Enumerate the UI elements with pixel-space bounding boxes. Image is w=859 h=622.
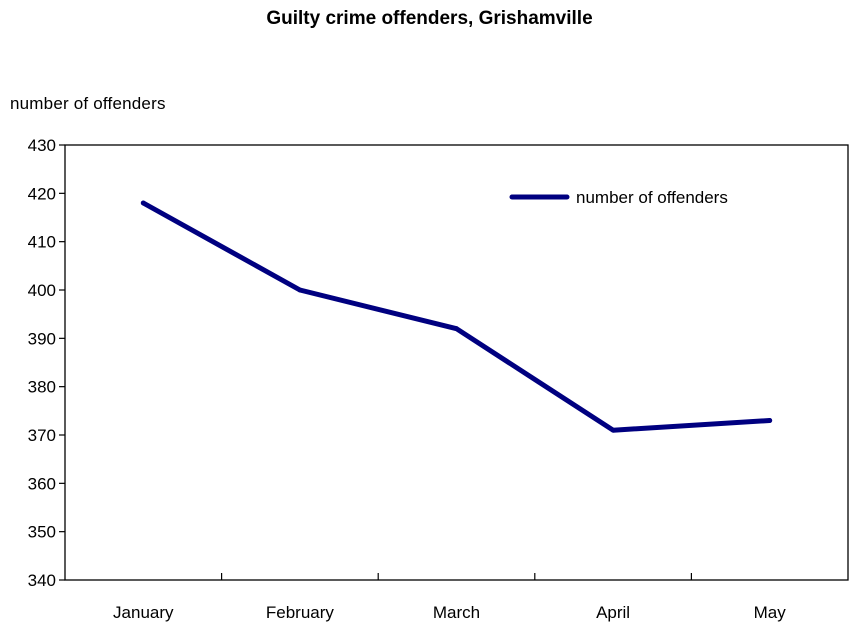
data-point [297, 287, 303, 293]
y-tick-label: 420 [28, 184, 56, 203]
data-point [610, 427, 616, 433]
y-tick-label: 400 [28, 281, 56, 300]
chart-axes [64, 144, 849, 581]
y-tick-label: 410 [28, 233, 56, 252]
chart-title: Guilty crime offenders, Grishamville [266, 8, 593, 29]
legend-label: number of offenders [576, 188, 728, 207]
chart-legend: number of offenders [509, 188, 728, 207]
x-tick-label: April [596, 603, 630, 622]
y-axis-ticks: 340 350 360 370 380 390 400 410 420 430 [28, 136, 65, 590]
x-tick-label: January [113, 603, 174, 622]
y-tick-label: 360 [28, 474, 56, 493]
plot-frame [64, 144, 849, 581]
chart-series [140, 200, 773, 433]
y-axis-label: number of offenders [10, 94, 166, 113]
y-tick-label: 380 [28, 378, 56, 397]
y-tick-label: 370 [28, 426, 56, 445]
y-tick-label: 350 [28, 523, 56, 542]
y-tick-label: 390 [28, 329, 56, 348]
series-line [140, 200, 773, 433]
x-tick-label: February [266, 603, 335, 622]
data-point [767, 418, 773, 423]
y-tick-label: 340 [28, 571, 56, 590]
x-tick-label: May [754, 603, 787, 622]
y-tick-label: 430 [28, 136, 56, 155]
data-point [140, 200, 146, 206]
data-point [454, 326, 459, 332]
x-tick-label: March [433, 603, 480, 622]
x-axis-ticks: January February March April May [113, 573, 786, 622]
